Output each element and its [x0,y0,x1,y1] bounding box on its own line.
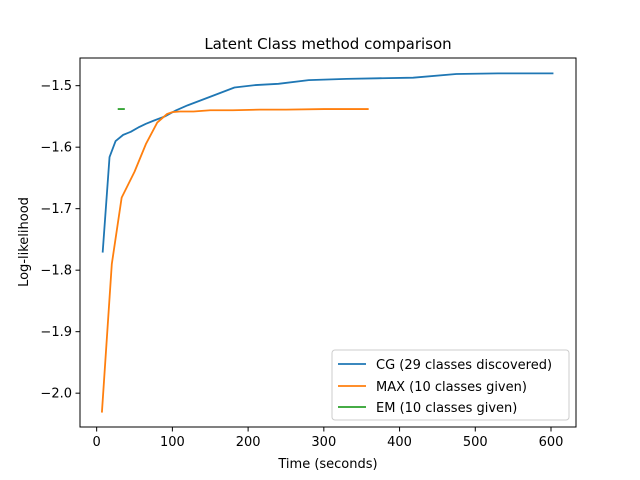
series-line-max [101,108,369,413]
y-tick-label: −1.7 [40,202,72,217]
plot-frame [79,57,577,428]
x-tick-label: 0 [93,435,101,450]
y-tick-label: −2.0 [40,387,72,402]
x-tick-label: 100 [160,435,185,450]
y-axis-ticks: −2.0 −1.9 −1.8 −1.7 −1.6 −1.5 [40,79,80,402]
series-lines [101,72,554,413]
y-tick-label: −1.5 [40,79,72,94]
x-tick-label: 400 [387,435,412,450]
x-tick-label: 200 [236,435,261,450]
chart-title: Latent Class method comparison [204,35,451,53]
legend-label-max: MAX (10 classes given) [376,380,527,395]
x-tick-label: 500 [463,435,488,450]
legend: CG (29 classes discovered) MAX (10 class… [331,349,570,421]
x-tick-label: 300 [311,435,336,450]
y-axis-label: Log-likelihood [17,197,32,287]
series-line-cg [101,72,554,253]
legend-label-cg: CG (29 classes discovered) [376,358,552,373]
legend-box [331,349,570,421]
y-tick-label: −1.8 [40,264,72,279]
x-axis-label: Time (seconds) [277,457,377,472]
y-tick-label: −1.9 [40,325,72,340]
x-tick-label: 600 [539,435,564,450]
x-axis-ticks: 0 100 200 300 400 500 600 [93,427,564,450]
legend-label-em: EM (10 classes given) [376,401,517,416]
y-tick-label: −1.6 [40,141,72,156]
